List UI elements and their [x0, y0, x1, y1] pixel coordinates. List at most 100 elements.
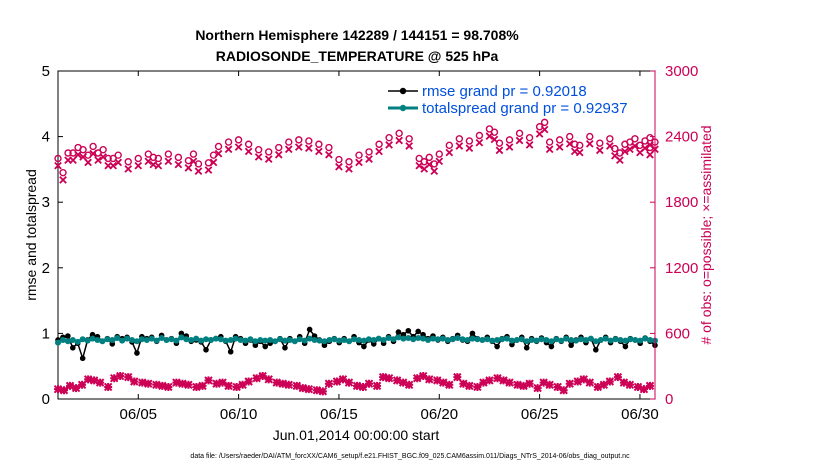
obs-assimilated-marker	[198, 381, 207, 391]
obs-possible-marker	[99, 146, 107, 154]
obs-assimilated-marker	[292, 381, 302, 391]
obs-possible-marker	[104, 154, 112, 163]
spread-point	[548, 338, 555, 345]
right-y-axis-label: # of obs: o=possible; ×=assimilated	[698, 125, 714, 344]
obs-assimilated-marker	[539, 378, 548, 387]
rmse-point	[306, 326, 313, 333]
spread-point	[326, 336, 333, 343]
rmse-point	[548, 343, 555, 350]
obs-assimilated-marker	[315, 147, 323, 156]
obs-assimilated-marker	[172, 378, 181, 387]
spread-point	[242, 337, 249, 344]
obs-assimilated-marker	[495, 146, 504, 155]
spread-point	[207, 336, 214, 343]
spread-point	[538, 336, 545, 343]
obs-possible-marker	[59, 168, 67, 177]
obs-possible-marker	[515, 129, 524, 138]
obs-assimilated-marker	[204, 166, 213, 174]
obs-assimilated-marker	[445, 148, 454, 157]
obs-assimilated-marker	[545, 380, 554, 389]
obs-possible-marker	[174, 153, 183, 162]
spread-point	[277, 336, 284, 343]
obs-assimilated-marker	[626, 145, 634, 154]
spread-point	[138, 336, 145, 343]
obs-assimilated-marker	[324, 379, 334, 388]
spread-point	[222, 337, 229, 344]
left-y-tick-label: 3	[42, 194, 50, 211]
obs-assimilated-marker	[224, 381, 233, 391]
spread-point	[642, 335, 649, 342]
obs-assimilated-marker	[505, 378, 514, 387]
obs-assimilated-marker	[345, 165, 353, 173]
spread-point	[637, 337, 644, 344]
spread-point	[375, 335, 382, 342]
obs-assimilated-marker	[358, 382, 368, 392]
rmse-point	[592, 347, 599, 353]
spread-point	[469, 335, 476, 342]
spread-point	[64, 338, 71, 345]
obs-possible-marker	[586, 132, 594, 141]
obs-assimilated-marker	[565, 379, 574, 388]
spread-point	[582, 336, 589, 343]
obs-assimilated-marker	[573, 377, 582, 386]
right-y-tick-label: 0	[665, 391, 673, 408]
obs-possible-marker	[415, 154, 423, 163]
obs-possible-marker	[244, 140, 253, 148]
obs-possible-marker	[305, 137, 313, 145]
obs-assimilated-marker	[164, 382, 173, 392]
obs-assimilated-marker	[318, 387, 328, 396]
obs-assimilated-marker	[114, 158, 123, 167]
spread-point	[425, 336, 432, 343]
obs-possible-marker	[194, 160, 203, 168]
spread-point	[553, 336, 560, 343]
obs-possible-marker	[596, 139, 604, 147]
obs-assimilated-marker	[252, 374, 261, 383]
spread-point	[370, 336, 377, 343]
obs-assimilated-marker	[232, 382, 241, 392]
obs-possible-marker	[395, 129, 403, 138]
obs-assimilated-marker	[513, 380, 522, 389]
obs-possible-marker	[295, 136, 303, 144]
obs-assimilated-marker	[445, 380, 454, 389]
obs-assimilated-marker	[124, 372, 133, 382]
obs-assimilated-marker	[519, 381, 528, 391]
plot-layer	[53, 118, 659, 396]
spread-point	[163, 336, 170, 343]
spread-point	[494, 336, 501, 343]
obs-possible-marker	[144, 150, 153, 158]
rmse-point	[79, 355, 86, 362]
obs-assimilated-marker	[244, 147, 253, 156]
obs-assimilated-marker	[575, 148, 584, 157]
obs-assimilated-marker	[214, 149, 223, 158]
spread-point	[360, 337, 367, 344]
obs-assimilated-marker	[304, 384, 314, 394]
obs-possible-marker	[149, 153, 158, 162]
spread-point	[59, 336, 66, 343]
obs-assimilated-marker	[621, 147, 629, 156]
obs-assimilated-marker	[184, 164, 193, 172]
obs-possible-marker	[495, 139, 504, 147]
obs-assimilated-marker	[116, 371, 125, 381]
obs-assimilated-marker	[375, 147, 383, 156]
obs-possible-marker	[606, 135, 614, 143]
spread-point	[489, 337, 496, 344]
spread-point	[622, 337, 629, 344]
obs-possible-marker	[475, 131, 484, 140]
obs-assimilated-marker	[298, 383, 308, 393]
obs-assimilated-marker	[77, 380, 87, 389]
spread-point	[237, 336, 244, 343]
spread-point	[474, 336, 481, 343]
obs-assimilated-marker	[385, 141, 393, 149]
spread-point	[355, 336, 362, 343]
spread-point	[193, 335, 200, 342]
obs-assimilated-marker	[365, 155, 373, 163]
spread-point	[523, 338, 530, 345]
rmse-point	[134, 350, 140, 356]
spread-point	[129, 336, 136, 343]
spread-point	[563, 335, 570, 342]
rmse-point	[523, 345, 530, 351]
spread-point	[262, 337, 269, 344]
spread-point	[316, 337, 323, 344]
obs-assimilated-marker	[485, 376, 494, 385]
rmse-point	[405, 327, 412, 334]
